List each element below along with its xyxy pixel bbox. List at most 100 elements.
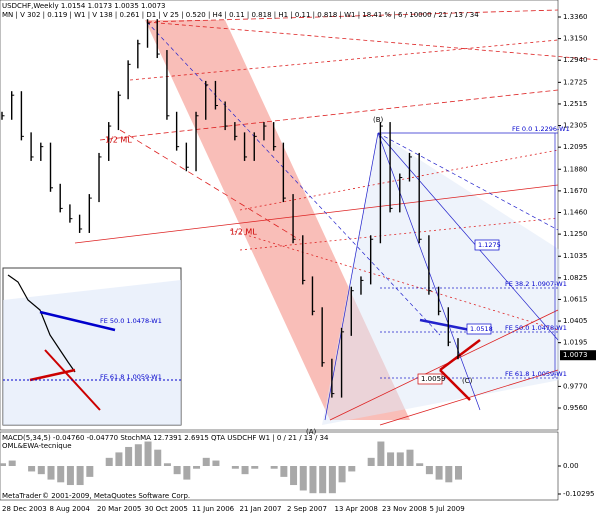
price-box [466,323,492,335]
price-tick-label: 1.1670 [563,187,588,195]
price-tick-label: 1.2095 [563,143,588,151]
header-line2: MN | V 302 | 0.119 | W1 | V 138 | 0.261 … [2,11,479,19]
macd-bar [396,452,404,466]
macd-bar [445,466,453,483]
macd-subtitle: OML&EWA-tecnique [2,442,72,450]
date-label: 2 Sep 2007 [287,505,327,513]
inset-area [3,280,181,425]
price-tick-label: 1.3150 [563,35,588,43]
wave-label: (B) [373,116,384,124]
price-tick-label: 1.2940 [563,56,588,64]
macd-bar [319,466,327,494]
price-axis: 1.3360 1.3150 1.2940 1.2725 1.2515 1.2305 1.20… [558,13,594,498]
price-tick-label: 1.3360 [563,13,588,21]
date-label: 23 Nov 2008 [382,505,427,513]
price-tick-label: 0.9560 [563,404,588,412]
macd-bar [231,466,239,469]
macd-bar [348,466,356,472]
footer-brand: MetaTrader [2,492,42,500]
inset-fe-label: FE 50.0 1.0478-W1 [100,317,162,325]
macd-bar [290,466,298,486]
price-box-label: 1.0059 [421,375,446,383]
macd-bar [8,460,16,466]
fe-label: FE 50.0 1.0478-W1 [505,324,567,332]
macd-bar [377,441,385,466]
macd-bar [455,466,462,480]
price-tick-label: 1.2305 [563,122,588,130]
inset-fe-label: FE 61.8 1.0059-W1 [100,373,162,381]
macd-bar [115,452,123,466]
fe-label: FE 0.0 1.2296-W1 [512,125,570,133]
macd-bar [212,460,220,466]
macd-bar [299,466,307,491]
footer-copyright: © 2001-2009, MetaQuotes Software Corp. [42,492,190,500]
macd-bar [134,444,142,466]
price-tick-label: 1.2725 [563,78,588,86]
fe-label: FE 38.2 1.0907-W1 [505,280,567,288]
fib-lines [146,21,559,421]
price-tick-label: 1.1250 [563,230,588,238]
wave-label: (A) [306,428,317,436]
price-tick-label: 1.2515 [563,100,588,108]
macd-bar [0,463,6,466]
price-tick-label: 1.0195 [563,339,588,347]
macd-bar [425,466,433,475]
price-bars [1,19,461,398]
macd-bar [416,463,424,466]
macd-bar [202,457,210,466]
price-box [417,373,443,385]
macd-bar [280,466,288,477]
date-axis: 28 Dec 2003 8 Aug 2004 20 Mar 2005 30 Oct 2… [2,505,465,513]
price-box-label: 1.0518 [470,325,493,333]
macd-bar [76,466,84,486]
date-label: 13 Apr 2008 [335,505,378,513]
current-price: 1.0073 [563,351,588,359]
ml-label: 1/2 ML [105,136,132,145]
inset-chart: FE 50.0 1.0478-W1 FE 61.8 1.0059-W1 [2,267,182,426]
macd-bar [37,466,45,475]
macd-pane [0,431,559,501]
macd-bar [328,466,336,494]
macd-bar [435,466,443,480]
macd-bar [193,466,201,469]
price-tick-label: 1.1460 [563,209,588,217]
price-tick-label: 1.0405 [563,317,588,325]
fe-label: FE 61.8 1.0059-W1 [505,370,567,378]
price-tick-label: 1.1035 [563,252,588,260]
macd-tick-label: 0.00 [563,462,579,470]
date-label: 8 Aug 2004 [50,505,91,513]
inset-line [29,368,76,382]
macd-title: MACD(5,34,5) -0.04760 -0.04770 StochMA 1… [2,434,329,442]
date-label: 28 Dec 2003 [2,505,47,513]
macd-bar [270,466,278,469]
date-label: 5 Jul 2009 [430,505,465,513]
macd-bar [105,457,113,466]
macd-bar [338,466,346,483]
inset-price [7,274,76,373]
macd-bar [406,449,414,466]
price-tick-label: 1.0615 [563,295,588,303]
macd-bar [251,466,259,469]
macd-bar [309,466,317,494]
date-label: 21 Jan 2007 [240,505,282,513]
macd-bar [86,466,94,477]
macd-bar [66,466,74,486]
date-label: 20 Mar 2005 [97,505,141,513]
macd-bar [28,466,36,472]
macd-bar [163,463,171,466]
macd-bar [173,466,181,475]
price-tick-label: 1.1880 [563,165,588,173]
macd-bar [47,466,55,480]
price-tick-label: 1.0825 [563,274,588,282]
macd-bar [241,466,249,475]
macd-bar [367,457,375,466]
macd-bar [125,446,133,466]
macd-histogram [0,441,462,494]
macd-bar [183,466,191,480]
macd-bar [144,441,152,466]
wave-label: (C) [462,377,473,385]
price-box [474,239,500,251]
price-tick-label: 0.9770 [563,382,588,390]
